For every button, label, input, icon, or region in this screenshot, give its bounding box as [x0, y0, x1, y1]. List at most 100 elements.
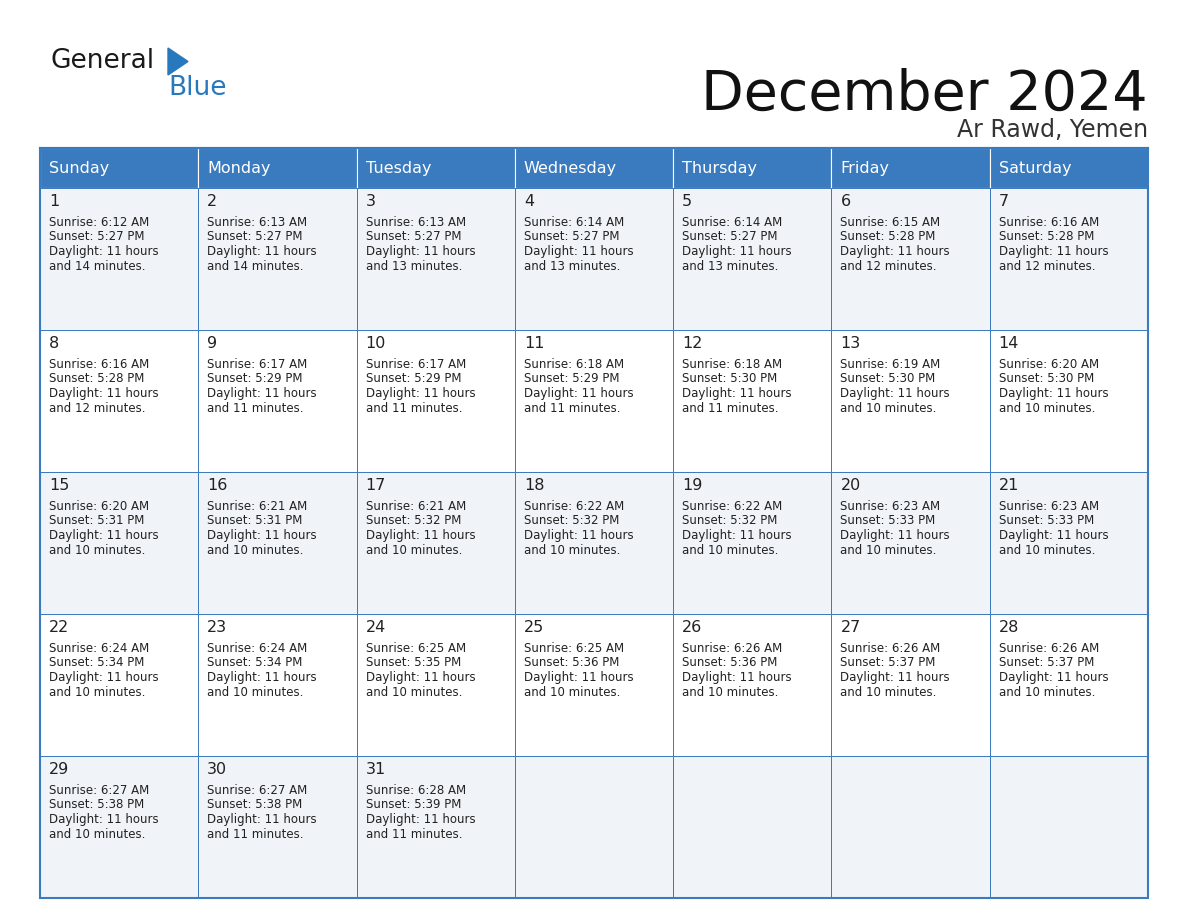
- Text: Daylight: 11 hours: Daylight: 11 hours: [49, 671, 159, 684]
- Text: Sunrise: 6:18 AM: Sunrise: 6:18 AM: [524, 358, 624, 371]
- Text: Sunset: 5:39 PM: Sunset: 5:39 PM: [366, 799, 461, 812]
- Text: and 10 minutes.: and 10 minutes.: [207, 543, 304, 556]
- Bar: [40, 756, 198, 898]
- Text: and 12 minutes.: and 12 minutes.: [49, 401, 145, 415]
- Text: Daylight: 11 hours: Daylight: 11 hours: [524, 245, 633, 258]
- Text: and 10 minutes.: and 10 minutes.: [682, 543, 778, 556]
- Bar: [40, 614, 198, 756]
- Text: 6: 6: [840, 194, 851, 209]
- Bar: [990, 614, 1148, 756]
- Text: Daylight: 11 hours: Daylight: 11 hours: [207, 813, 317, 826]
- Text: Sunday: Sunday: [49, 161, 109, 175]
- Bar: [40, 330, 198, 472]
- Text: and 10 minutes.: and 10 minutes.: [999, 543, 1095, 556]
- Text: 15: 15: [49, 478, 69, 493]
- Text: and 11 minutes.: and 11 minutes.: [524, 401, 620, 415]
- Text: and 10 minutes.: and 10 minutes.: [366, 686, 462, 699]
- Bar: [514, 148, 674, 188]
- Text: Sunrise: 6:28 AM: Sunrise: 6:28 AM: [366, 784, 466, 797]
- Text: Ar Rawd, Yemen: Ar Rawd, Yemen: [956, 118, 1148, 142]
- Text: and 14 minutes.: and 14 minutes.: [49, 260, 145, 273]
- Bar: [356, 188, 514, 330]
- Bar: [198, 330, 356, 472]
- Text: 16: 16: [207, 478, 228, 493]
- Text: Friday: Friday: [840, 161, 890, 175]
- Text: and 12 minutes.: and 12 minutes.: [840, 260, 937, 273]
- Text: Sunset: 5:27 PM: Sunset: 5:27 PM: [682, 230, 778, 243]
- Text: Sunset: 5:33 PM: Sunset: 5:33 PM: [840, 514, 936, 528]
- Text: Sunset: 5:32 PM: Sunset: 5:32 PM: [682, 514, 777, 528]
- Bar: [990, 330, 1148, 472]
- Text: and 14 minutes.: and 14 minutes.: [207, 260, 304, 273]
- Text: Sunset: 5:34 PM: Sunset: 5:34 PM: [49, 656, 145, 669]
- Text: Daylight: 11 hours: Daylight: 11 hours: [999, 529, 1108, 542]
- Text: Sunrise: 6:14 AM: Sunrise: 6:14 AM: [682, 216, 783, 229]
- Bar: [198, 148, 356, 188]
- Text: Daylight: 11 hours: Daylight: 11 hours: [207, 671, 317, 684]
- Text: and 10 minutes.: and 10 minutes.: [524, 686, 620, 699]
- Text: Daylight: 11 hours: Daylight: 11 hours: [366, 387, 475, 400]
- Text: Sunrise: 6:17 AM: Sunrise: 6:17 AM: [366, 358, 466, 371]
- Text: 27: 27: [840, 620, 860, 635]
- Text: Sunset: 5:32 PM: Sunset: 5:32 PM: [524, 514, 619, 528]
- Text: and 10 minutes.: and 10 minutes.: [49, 543, 145, 556]
- Bar: [674, 148, 832, 188]
- Text: Daylight: 11 hours: Daylight: 11 hours: [49, 813, 159, 826]
- Text: 25: 25: [524, 620, 544, 635]
- Text: Daylight: 11 hours: Daylight: 11 hours: [999, 671, 1108, 684]
- Bar: [40, 472, 198, 614]
- Text: Sunset: 5:29 PM: Sunset: 5:29 PM: [366, 373, 461, 386]
- Text: 19: 19: [682, 478, 702, 493]
- Text: Sunset: 5:33 PM: Sunset: 5:33 PM: [999, 514, 1094, 528]
- Bar: [674, 472, 832, 614]
- Text: and 12 minutes.: and 12 minutes.: [999, 260, 1095, 273]
- Bar: [40, 148, 1148, 898]
- Text: Sunset: 5:31 PM: Sunset: 5:31 PM: [49, 514, 145, 528]
- Bar: [198, 614, 356, 756]
- Text: Sunset: 5:29 PM: Sunset: 5:29 PM: [524, 373, 619, 386]
- Text: Sunrise: 6:20 AM: Sunrise: 6:20 AM: [49, 500, 150, 513]
- Text: Sunrise: 6:26 AM: Sunrise: 6:26 AM: [999, 642, 1099, 655]
- Bar: [674, 188, 832, 330]
- Text: Sunset: 5:38 PM: Sunset: 5:38 PM: [49, 799, 144, 812]
- Text: and 10 minutes.: and 10 minutes.: [999, 401, 1095, 415]
- Bar: [198, 472, 356, 614]
- Text: and 10 minutes.: and 10 minutes.: [49, 827, 145, 841]
- Text: Sunrise: 6:18 AM: Sunrise: 6:18 AM: [682, 358, 782, 371]
- Text: 9: 9: [207, 336, 217, 351]
- Text: 11: 11: [524, 336, 544, 351]
- Text: Sunset: 5:27 PM: Sunset: 5:27 PM: [207, 230, 303, 243]
- Text: Sunrise: 6:27 AM: Sunrise: 6:27 AM: [49, 784, 150, 797]
- Text: Sunset: 5:27 PM: Sunset: 5:27 PM: [49, 230, 145, 243]
- Text: Sunrise: 6:22 AM: Sunrise: 6:22 AM: [524, 500, 624, 513]
- Text: 14: 14: [999, 336, 1019, 351]
- Text: Sunrise: 6:13 AM: Sunrise: 6:13 AM: [366, 216, 466, 229]
- Text: 4: 4: [524, 194, 533, 209]
- Text: Daylight: 11 hours: Daylight: 11 hours: [207, 387, 317, 400]
- Text: Sunrise: 6:26 AM: Sunrise: 6:26 AM: [840, 642, 941, 655]
- Text: Thursday: Thursday: [682, 161, 757, 175]
- Text: Sunrise: 6:12 AM: Sunrise: 6:12 AM: [49, 216, 150, 229]
- Bar: [356, 614, 514, 756]
- Text: Sunrise: 6:27 AM: Sunrise: 6:27 AM: [207, 784, 308, 797]
- Text: Sunset: 5:35 PM: Sunset: 5:35 PM: [366, 656, 461, 669]
- Bar: [514, 330, 674, 472]
- Text: Sunset: 5:32 PM: Sunset: 5:32 PM: [366, 514, 461, 528]
- Polygon shape: [168, 48, 188, 75]
- Text: and 13 minutes.: and 13 minutes.: [366, 260, 462, 273]
- Text: December 2024: December 2024: [701, 68, 1148, 122]
- Text: Sunset: 5:37 PM: Sunset: 5:37 PM: [840, 656, 936, 669]
- Text: Daylight: 11 hours: Daylight: 11 hours: [366, 813, 475, 826]
- Text: Sunrise: 6:16 AM: Sunrise: 6:16 AM: [49, 358, 150, 371]
- Text: Sunrise: 6:23 AM: Sunrise: 6:23 AM: [840, 500, 941, 513]
- Text: 20: 20: [840, 478, 860, 493]
- Text: Saturday: Saturday: [999, 161, 1072, 175]
- Text: and 11 minutes.: and 11 minutes.: [366, 827, 462, 841]
- Text: Daylight: 11 hours: Daylight: 11 hours: [524, 529, 633, 542]
- Text: and 11 minutes.: and 11 minutes.: [366, 401, 462, 415]
- Text: Sunrise: 6:14 AM: Sunrise: 6:14 AM: [524, 216, 624, 229]
- Text: Sunrise: 6:21 AM: Sunrise: 6:21 AM: [207, 500, 308, 513]
- Text: Sunset: 5:31 PM: Sunset: 5:31 PM: [207, 514, 303, 528]
- Bar: [514, 614, 674, 756]
- Text: 28: 28: [999, 620, 1019, 635]
